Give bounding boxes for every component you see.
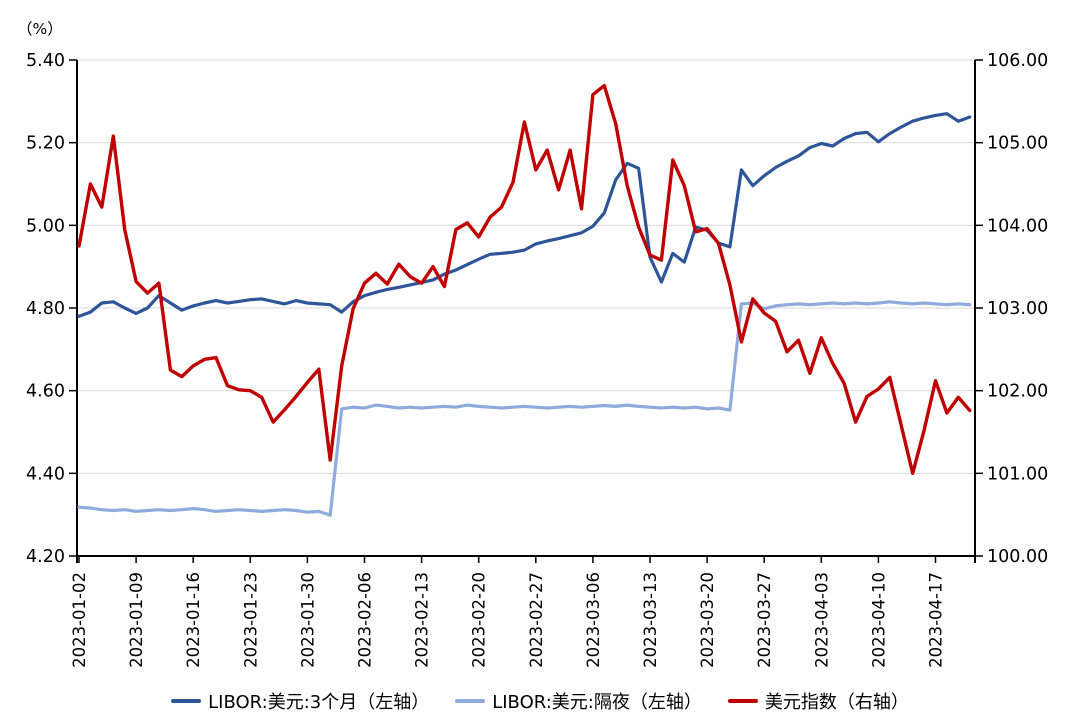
x-axis-tick-label: 2023-02-06 [356,572,375,668]
x-axis-tick-label: 2023-04-17 [927,572,946,668]
chart-legend: LIBOR:美元:3个月（左轴） LIBOR:美元:隔夜（左轴） 美元指数（右轴… [0,686,1080,716]
series-line-dollar-index [77,83,972,475]
left-axis-tick-label: 4.20 [26,547,65,567]
x-axis-tick-label: 2023-01-16 [184,572,203,668]
right-axis-tick-label: 106.00 [987,51,1048,71]
x-axis-tick-label: 2023-04-03 [812,572,831,668]
x-axis-tick-label: 2023-03-27 [755,572,774,668]
legend-label-libor-overnight: LIBOR:美元:隔夜（左轴） [492,692,702,713]
x-axis-tick-label: 2023-01-23 [241,572,260,668]
right-axis-tick-label: 105.00 [987,134,1048,154]
unit-label: （%） [17,20,63,38]
right-axis-tick-label: 100.00 [987,547,1048,567]
left-axis-tick-label: 5.00 [26,216,65,236]
legend-swatch-libor-3m [171,698,202,704]
x-axis-tick-label: 2023-02-13 [413,572,432,668]
x-axis-tick-label: 2023-01-09 [127,572,146,668]
legend-label-dollar-index: 美元指数（右轴） [764,692,909,713]
left-axis-tick-label: 5.20 [26,134,65,154]
legend-label-libor-3m: LIBOR:美元:3个月（左轴） [208,692,430,713]
legend-item-libor-3m: LIBOR:美元:3个月（左轴） [171,688,429,714]
legend-item-dollar-index: 美元指数（右轴） [727,688,909,714]
x-axis-tick-label: 2023-01-02 [70,572,89,668]
x-axis-tick-label: 2023-02-27 [527,572,546,668]
left-axis-tick-label: 4.40 [26,464,65,484]
right-axis-tick-label: 102.00 [987,382,1048,402]
series-line-libor-3m [77,112,972,318]
x-axis-tick-label: 2023-04-10 [869,572,888,668]
x-axis-tick-label: 2023-03-20 [698,572,717,668]
legend-swatch-libor-overnight [455,698,486,704]
left-axis-tick-label: 4.60 [26,382,65,402]
legend-swatch-dollar-index [727,698,758,704]
left-axis-tick-label: 5.40 [26,51,65,71]
right-axis-tick-label: 103.00 [987,299,1048,319]
legend-item-libor-overnight: LIBOR:美元:隔夜（左轴） [455,688,702,714]
left-axis-tick-label: 4.80 [26,299,65,319]
x-axis-tick-label: 2023-03-06 [584,572,603,668]
series-line-libor-overnight [77,300,972,517]
right-axis-tick-label: 101.00 [987,464,1048,484]
right-axis-tick-label: 104.00 [987,216,1048,236]
x-axis-tick-label: 2023-03-13 [641,572,660,668]
x-axis-tick-label: 2023-02-20 [470,572,489,668]
x-axis-tick-label: 2023-01-30 [298,572,317,668]
